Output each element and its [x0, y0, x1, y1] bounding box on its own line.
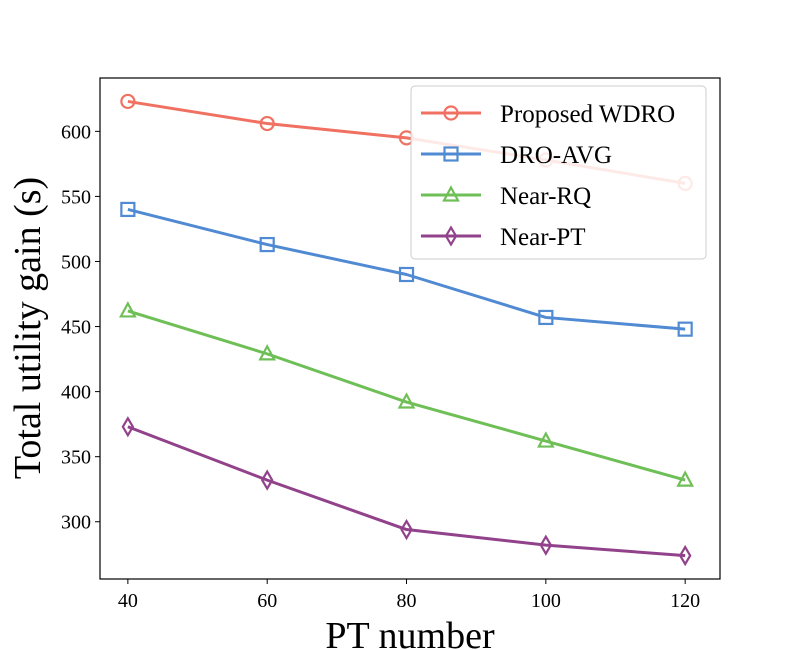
legend-label: Near-RQ	[500, 183, 591, 210]
x-tick-label: 120	[670, 590, 700, 612]
legend-marker	[442, 185, 460, 202]
data-point	[400, 518, 413, 541]
legend: Proposed WDRO DRO-AVG Near-RQ Near-PT	[410, 85, 707, 260]
x-tick-label: 60	[257, 590, 277, 612]
legend-label: Proposed WDRO	[500, 101, 675, 128]
data-point	[397, 392, 416, 409]
series-line	[127, 309, 686, 482]
y-tick-label: 400	[61, 382, 91, 404]
series	[121, 416, 692, 567]
x-tick-label: 80	[397, 590, 417, 612]
data-point	[537, 431, 555, 448]
data-point	[119, 301, 137, 318]
legend-label: DRO-AVG	[500, 142, 612, 169]
axis-ticks: 40 60 80 100 120 300 350 400 450 500 550 600	[61, 121, 700, 612]
legend-marker	[443, 105, 459, 121]
data-point	[259, 236, 275, 253]
data-point	[539, 534, 553, 556]
legend-marker	[443, 146, 459, 162]
data-point	[258, 344, 277, 361]
data-point	[121, 416, 135, 438]
y-axis-title: Total utility gain (s)	[7, 177, 49, 479]
data-point	[538, 309, 554, 326]
y-tick-label: 300	[61, 512, 91, 534]
data-point	[120, 201, 136, 218]
data-point	[120, 93, 136, 110]
y-tick-label: 500	[61, 251, 91, 273]
series	[120, 201, 693, 337]
x-axis-title: PT number	[325, 615, 495, 650]
data-point	[259, 115, 275, 132]
series-line	[127, 425, 686, 558]
series-line	[127, 207, 686, 331]
data-point	[678, 544, 692, 567]
y-tick-label: 350	[61, 447, 91, 469]
plot-frame	[99, 77, 721, 580]
x-tick-label: 40	[118, 590, 138, 612]
data-point	[676, 470, 695, 487]
legend-label: Near-PT	[500, 224, 586, 251]
data-point	[260, 469, 274, 491]
data-point	[398, 266, 415, 283]
legend-marker	[444, 225, 458, 247]
y-tick-label: 600	[61, 121, 91, 143]
x-tick-label: 100	[531, 590, 561, 612]
series	[119, 301, 695, 487]
y-tick-label: 550	[61, 186, 91, 208]
legend-box	[410, 85, 707, 260]
y-tick-label: 450	[61, 317, 91, 339]
data-point	[677, 321, 693, 337]
